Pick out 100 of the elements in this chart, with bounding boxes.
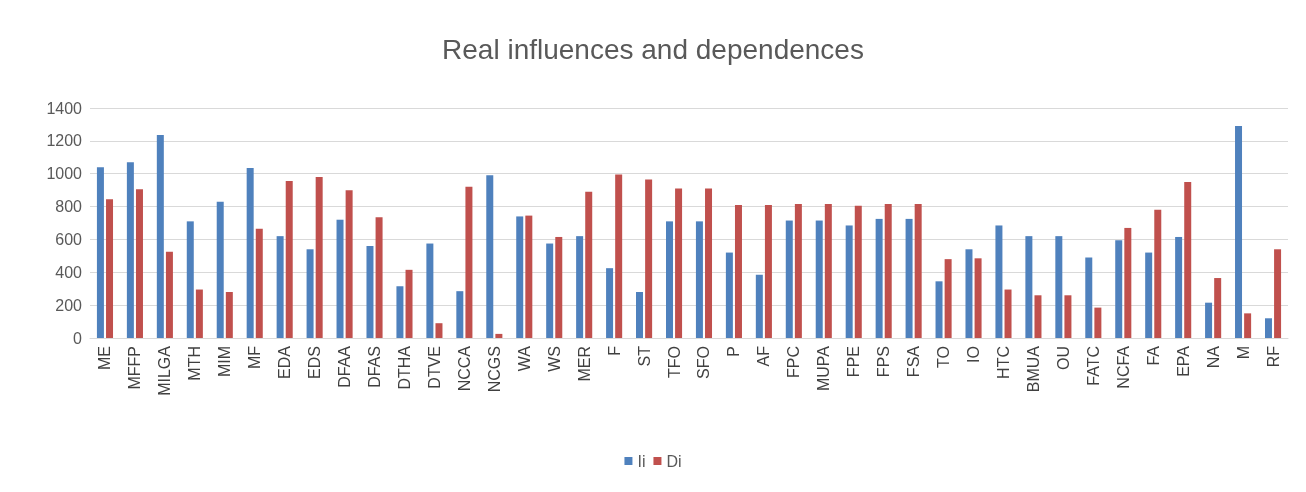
bar bbox=[345, 190, 353, 338]
bar bbox=[216, 201, 224, 338]
x-tick-label: DFAS bbox=[366, 346, 384, 388]
x-tick-label: TFO bbox=[665, 346, 683, 378]
x-tick-label: EDS bbox=[306, 346, 324, 379]
x-tick-label: AF bbox=[755, 345, 773, 367]
bar bbox=[914, 204, 922, 338]
bar bbox=[435, 323, 443, 338]
bar bbox=[974, 258, 982, 338]
x-tick-label: ST bbox=[635, 345, 653, 367]
bar bbox=[525, 215, 533, 338]
x-tick-label: EDA bbox=[276, 345, 294, 379]
x-tick-label: FPS bbox=[875, 346, 893, 378]
legend-label: Ii bbox=[637, 452, 646, 470]
bar bbox=[824, 204, 832, 338]
bar bbox=[884, 204, 892, 338]
x-tick-label: FPC bbox=[785, 346, 803, 378]
bar bbox=[255, 228, 263, 338]
bar bbox=[645, 179, 653, 338]
bar bbox=[156, 135, 164, 338]
bar bbox=[1064, 295, 1072, 338]
bar bbox=[636, 292, 644, 338]
bar bbox=[905, 218, 913, 338]
y-tick-label: 1000 bbox=[46, 165, 83, 183]
x-tick-label: EPA bbox=[1174, 345, 1192, 377]
bar bbox=[705, 188, 713, 338]
x-tick-label: MFFP bbox=[126, 346, 144, 390]
x-tick-label: MUPA bbox=[815, 345, 833, 392]
bar bbox=[755, 274, 763, 338]
bar bbox=[1214, 278, 1222, 338]
bar bbox=[585, 191, 593, 338]
x-tick-label: NCCA bbox=[455, 345, 473, 392]
bar bbox=[995, 225, 1003, 338]
bar bbox=[186, 221, 194, 338]
bar bbox=[1034, 295, 1042, 338]
bar bbox=[845, 225, 853, 338]
y-tick-label: 800 bbox=[55, 198, 83, 216]
bar bbox=[1205, 302, 1213, 338]
bar bbox=[246, 167, 254, 338]
x-tick-label: NCFA bbox=[1114, 345, 1132, 389]
bar bbox=[1184, 181, 1192, 338]
bar bbox=[366, 246, 374, 338]
bar bbox=[606, 268, 614, 338]
y-tick-label: 400 bbox=[55, 263, 83, 281]
bar bbox=[1145, 252, 1153, 338]
bar bbox=[1055, 236, 1063, 338]
bar bbox=[1115, 240, 1123, 338]
x-tick-label: M bbox=[1234, 346, 1252, 360]
bar bbox=[785, 220, 793, 338]
bar bbox=[1274, 249, 1282, 338]
legend-label: Di bbox=[666, 452, 682, 470]
bar bbox=[815, 220, 823, 338]
x-tick-label: FPE bbox=[845, 346, 863, 378]
bar bbox=[96, 167, 104, 338]
bar bbox=[1244, 313, 1252, 338]
bar bbox=[195, 289, 203, 338]
x-tick-label: WS bbox=[545, 346, 563, 372]
y-tick-label: 1200 bbox=[46, 132, 83, 150]
x-tick-label: FA bbox=[1144, 345, 1162, 366]
bar bbox=[794, 204, 802, 338]
bar bbox=[576, 236, 584, 338]
bar bbox=[546, 243, 554, 338]
bar bbox=[456, 291, 464, 338]
bar bbox=[405, 269, 413, 338]
bar bbox=[516, 216, 524, 338]
y-tick-label: 1400 bbox=[46, 99, 83, 117]
x-tick-label: MILGA bbox=[156, 345, 174, 396]
y-tick-label: 200 bbox=[55, 296, 83, 314]
bar bbox=[285, 181, 293, 338]
bar bbox=[486, 175, 494, 338]
bar bbox=[165, 251, 173, 338]
bar bbox=[615, 174, 623, 338]
x-tick-label: NCGS bbox=[485, 346, 503, 393]
bar bbox=[935, 281, 943, 338]
x-tick-label: FSA bbox=[905, 345, 923, 378]
bar bbox=[1004, 289, 1012, 338]
y-tick-label: 0 bbox=[73, 329, 83, 347]
bar bbox=[1094, 307, 1102, 338]
bar bbox=[1154, 209, 1162, 338]
bar bbox=[126, 162, 134, 338]
bar bbox=[315, 177, 323, 338]
bar bbox=[495, 333, 503, 338]
x-tick-label: BMUA bbox=[1024, 345, 1042, 393]
x-tick-label: TO bbox=[935, 346, 953, 368]
bar bbox=[306, 249, 314, 338]
bar bbox=[555, 236, 563, 338]
x-tick-label: ME bbox=[96, 346, 114, 370]
x-tick-label: F bbox=[605, 345, 623, 356]
bar bbox=[734, 204, 742, 338]
x-tick-label: IO bbox=[965, 346, 983, 363]
bar bbox=[764, 204, 772, 338]
x-tick-label: DFAA bbox=[336, 345, 354, 388]
x-tick-label: SFO bbox=[695, 346, 713, 379]
bar bbox=[106, 199, 114, 338]
bar bbox=[1025, 236, 1033, 338]
bar bbox=[1264, 318, 1272, 338]
bar bbox=[336, 219, 344, 338]
x-tick-label: RF bbox=[1264, 345, 1282, 368]
x-tick-label: MIM bbox=[216, 346, 234, 378]
bar bbox=[854, 205, 862, 338]
